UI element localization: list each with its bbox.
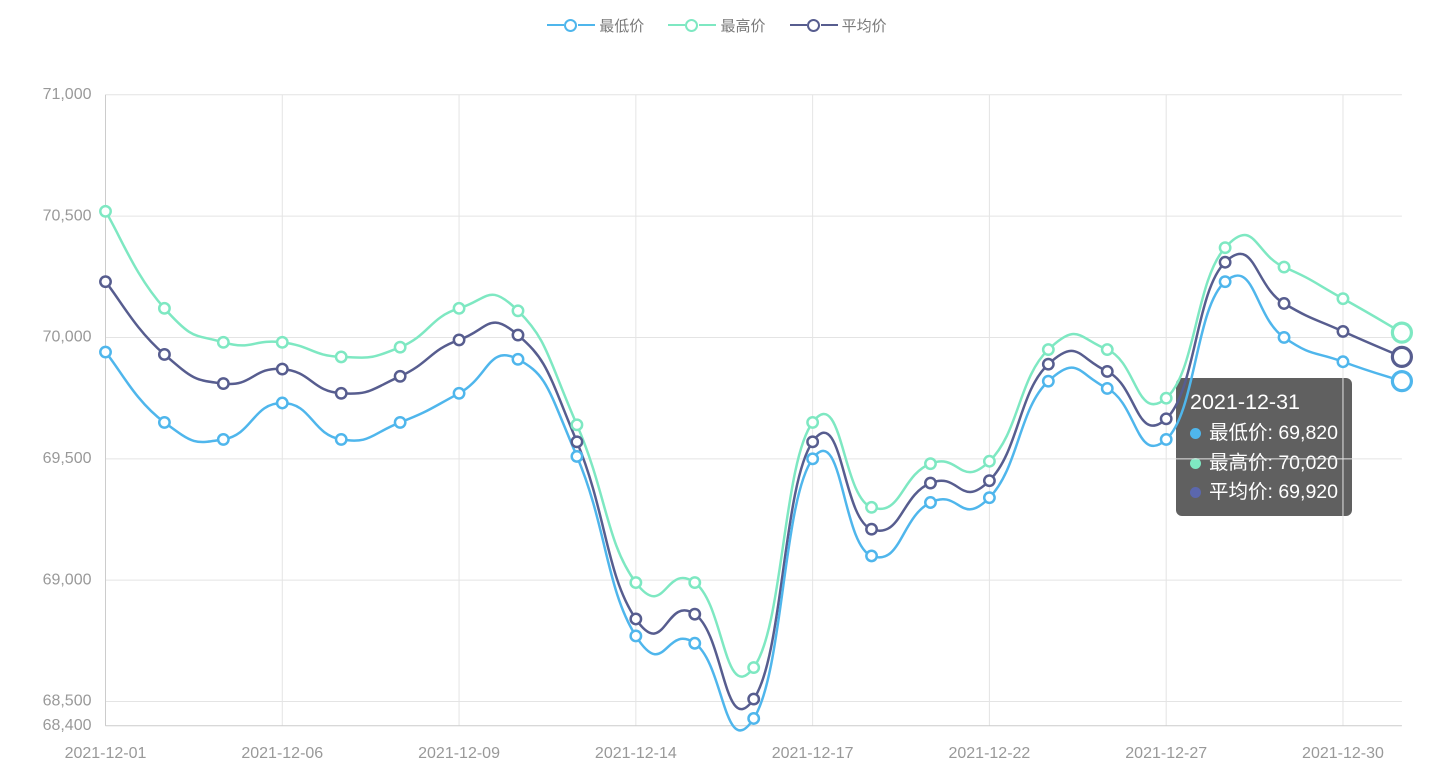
svg-text:2021-12-14: 2021-12-14 (595, 745, 677, 762)
svg-text:70,500: 70,500 (43, 207, 92, 224)
svg-text:2021-12-17: 2021-12-17 (772, 745, 854, 762)
svg-text:68,400: 68,400 (43, 717, 92, 734)
svg-text:2021-12-01: 2021-12-01 (65, 745, 147, 762)
svg-text:69,500: 69,500 (43, 450, 92, 467)
svg-text:2021-12-30: 2021-12-30 (1302, 745, 1384, 762)
svg-text:70,000: 70,000 (43, 329, 92, 346)
svg-text:69,000: 69,000 (43, 571, 92, 588)
svg-text:2021-12-06: 2021-12-06 (241, 745, 323, 762)
svg-text:2021-12-09: 2021-12-09 (418, 745, 500, 762)
svg-text:2021-12-27: 2021-12-27 (1125, 745, 1207, 762)
svg-text:2021-12-22: 2021-12-22 (948, 745, 1030, 762)
svg-text:71,000: 71,000 (43, 86, 92, 103)
svg-text:68,500: 68,500 (43, 693, 92, 710)
